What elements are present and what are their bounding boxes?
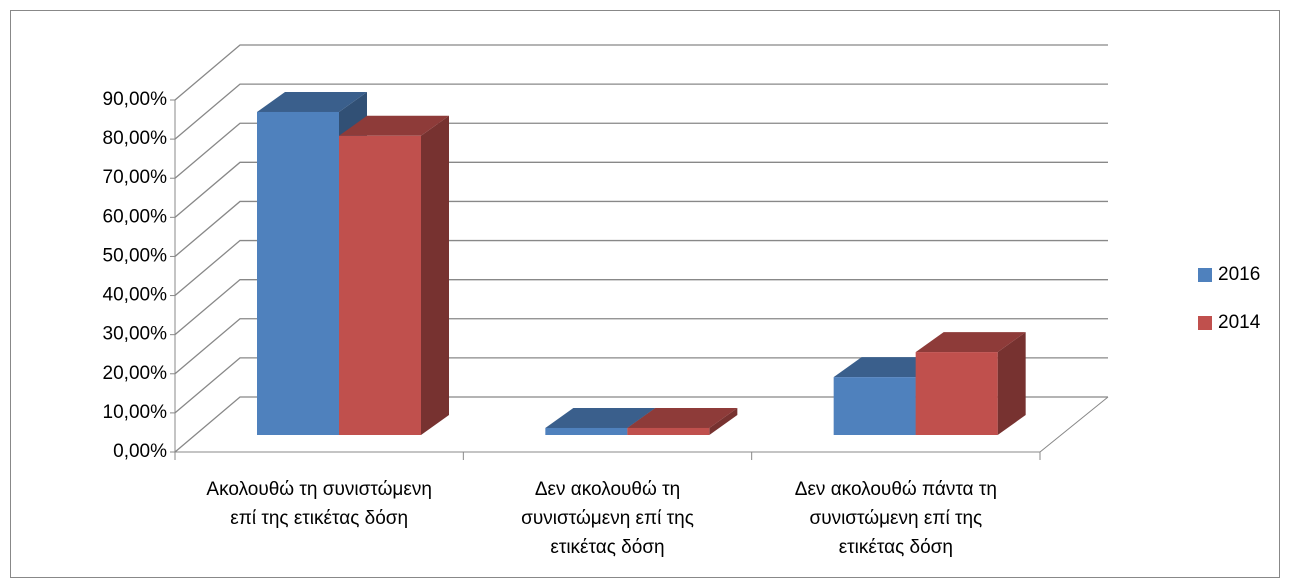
- bar-front: [833, 377, 916, 435]
- bar: [339, 115, 449, 436]
- grid-line: [174, 279, 1108, 336]
- bar-top: [257, 91, 367, 112]
- grid-line: [174, 318, 1108, 375]
- grid-line: [174, 396, 1108, 453]
- y-tick-label: 90,00%: [103, 89, 168, 110]
- bar-side: [421, 115, 449, 436]
- grid-line: [174, 83, 1108, 140]
- bar-top: [545, 407, 656, 428]
- chart-border: [10, 10, 1280, 578]
- legend-label: 2016: [1218, 264, 1260, 285]
- bar-side: [709, 407, 738, 435]
- bar-front: [257, 111, 339, 435]
- bar-top: [915, 332, 1026, 353]
- y-tick-label: 0,00%: [113, 441, 167, 462]
- y-tick-label: 40,00%: [103, 285, 168, 306]
- bar-front: [545, 427, 628, 435]
- y-tick-label: 10,00%: [103, 402, 168, 423]
- bar-front: [915, 352, 998, 435]
- bar-top: [339, 115, 449, 136]
- x-tick-label: Δεν ακολουθώ πάντα τη συνιστώμενη επί της…: [795, 479, 997, 558]
- grid-line: [174, 44, 1108, 101]
- bar-front: [339, 135, 421, 436]
- y-tick-label: 80,00%: [103, 128, 168, 149]
- legend-label: 2014: [1218, 312, 1261, 333]
- x-tick-label: Δεν ακολουθώ τη συνιστώμενη επί της ετικέτ…: [521, 479, 694, 558]
- grid-line: [174, 161, 1108, 218]
- bar-top: [627, 407, 738, 428]
- bar: [915, 332, 1026, 435]
- x-tick-label: Ακολουθώ τη συνιστώμενη επί της ετικέτας …: [206, 479, 431, 529]
- grid-line: [174, 122, 1108, 179]
- legend-swatch: [1198, 316, 1212, 330]
- y-tick-label: 60,00%: [103, 206, 168, 227]
- y-tick-label: 50,00%: [103, 245, 168, 266]
- grid-line: [174, 357, 1108, 414]
- bar-front: [627, 427, 710, 435]
- grid-line: [174, 200, 1108, 257]
- bar-side: [997, 332, 1026, 435]
- y-tick-label: 20,00%: [103, 363, 168, 384]
- legend-swatch: [1198, 268, 1212, 282]
- y-tick-label: 70,00%: [103, 167, 168, 188]
- grid-line: [174, 239, 1108, 297]
- y-tick-label: 30,00%: [103, 324, 168, 345]
- bar: [627, 407, 738, 435]
